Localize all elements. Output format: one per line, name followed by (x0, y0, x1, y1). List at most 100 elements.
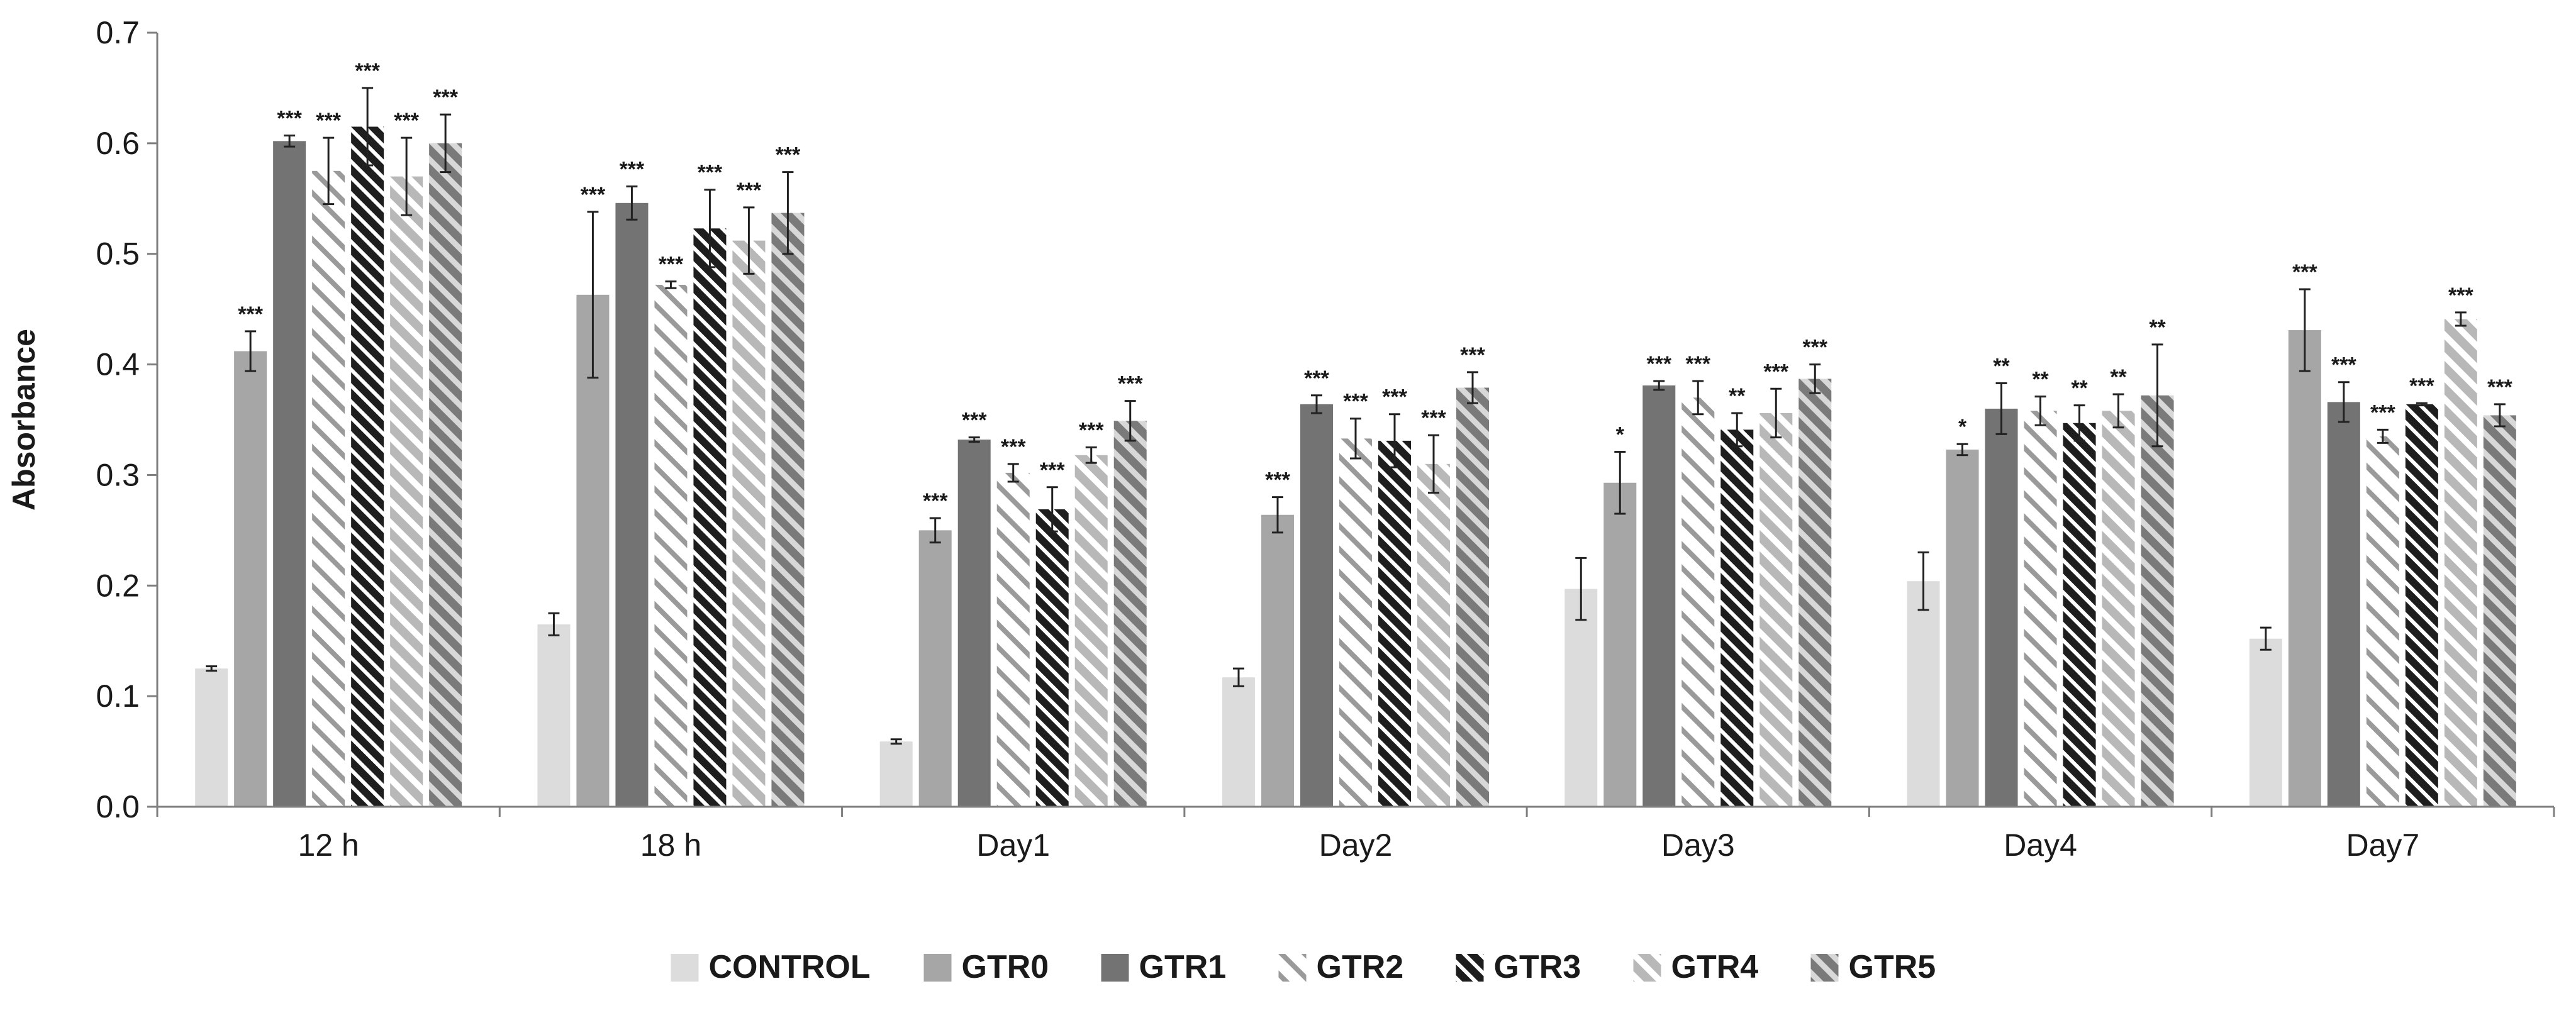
bar (1798, 379, 1832, 807)
bar (654, 284, 688, 807)
legend: CONTROL GTR0 GTR1 GTR2 GTR3 GTR4 GTR5 (671, 949, 1936, 985)
significance-label: *** (316, 109, 341, 133)
significance-label: *** (2370, 401, 2395, 424)
bar (195, 668, 228, 807)
y-tick-label: 0.3 (96, 457, 140, 492)
legend-swatch (1456, 954, 1484, 982)
bar (2483, 415, 2516, 807)
legend-label: CONTROL (709, 949, 871, 985)
bar (771, 213, 805, 807)
significance-label: *** (659, 253, 684, 277)
significance-label: *** (737, 179, 762, 202)
significance-label: *** (1079, 418, 1104, 442)
y-tick-label: 0.0 (96, 789, 140, 824)
bar (1456, 387, 1489, 807)
bar (2366, 436, 2399, 807)
significance-label: *** (2487, 375, 2512, 399)
legend-swatch (1633, 954, 1661, 982)
bar (879, 741, 913, 807)
bar (1642, 385, 1676, 807)
y-tick-label: 0.1 (96, 678, 140, 714)
bar (2249, 638, 2282, 807)
y-tick-label: 0.5 (96, 236, 140, 272)
bar (2141, 395, 2174, 807)
legend-label: GTR4 (1671, 949, 1759, 985)
bar (693, 228, 727, 807)
bar (429, 143, 462, 807)
bar (1222, 677, 1255, 807)
significance-label: *** (2292, 260, 2317, 284)
y-tick-label: 0.2 (96, 568, 140, 603)
significance-label: *** (355, 59, 380, 83)
significance-label: *** (1685, 352, 1710, 376)
significance-label: *** (1460, 343, 1485, 367)
significance-label: ** (2071, 377, 2088, 401)
significance-label: ** (1729, 384, 1746, 408)
bar (576, 294, 610, 807)
significance-label: * (1958, 415, 1967, 439)
bar (957, 440, 991, 807)
bar (2063, 423, 2096, 807)
significance-label: *** (277, 107, 302, 131)
x-tick-label: Day2 (1319, 828, 1393, 863)
bar (732, 240, 766, 807)
significance-label: *** (238, 302, 263, 326)
significance-label: *** (1763, 360, 1788, 384)
significance-label: ** (1993, 354, 2010, 378)
y-tick-label: 0.7 (96, 15, 140, 50)
legend-label: GTR3 (1494, 949, 1581, 985)
bar (1417, 463, 1450, 807)
bar (1378, 440, 1411, 807)
significance-label: *** (776, 143, 801, 167)
y-ticks: 0.0 0.1 0.2 0.3 0.4 0.5 0.6 0.7 (96, 15, 157, 824)
significance-label: *** (581, 183, 606, 207)
x-tick-label: 18 h (640, 828, 701, 863)
bar (234, 351, 267, 807)
x-axis: 12 h 18 h Day1 Day2 Day3 Day4 Day7 (156, 805, 2555, 863)
significance-label: *** (923, 489, 948, 513)
x-tick-label: Day1 (976, 828, 1050, 863)
significance-label: *** (698, 161, 723, 185)
bar (1339, 438, 1372, 807)
bar (1564, 589, 1598, 807)
legend-swatch (1101, 954, 1129, 982)
bar (312, 170, 345, 807)
bar (615, 202, 649, 807)
bar (1300, 404, 1333, 807)
x-tick-label: Day3 (1661, 828, 1735, 863)
significance-label: *** (2409, 374, 2434, 398)
significance-label: *** (1343, 390, 1368, 414)
legend-label: GTR2 (1317, 949, 1404, 985)
significance-label: *** (962, 409, 987, 433)
bar (2405, 404, 2438, 807)
significance-label: *** (1421, 406, 1446, 430)
significance-label: * (1616, 423, 1625, 446)
significance-label: ** (2149, 316, 2166, 340)
y-tick-label: 0.4 (96, 347, 140, 382)
significance-label: *** (620, 157, 645, 181)
significance-label: *** (1646, 352, 1671, 376)
y-tick-label: 0.6 (96, 126, 140, 161)
plot-area: ****** **********************************… (195, 59, 2516, 807)
x-tick-label: 12 h (298, 828, 359, 863)
bar (1603, 482, 1637, 807)
x-ticks: 12 h 18 h Day1 Day2 Day3 Day4 Day7 (156, 807, 2555, 863)
bar (918, 530, 952, 807)
bar (1035, 509, 1069, 807)
significance-label: *** (1802, 336, 1827, 360)
significance-label: *** (1001, 435, 1026, 459)
bar (1946, 449, 1979, 807)
legend-label: GTR5 (1849, 949, 1936, 985)
significance-label: *** (433, 86, 458, 109)
bar (996, 472, 1030, 807)
significance-label: *** (1265, 468, 1290, 492)
significance-label: ** (2032, 368, 2049, 392)
bar (1681, 397, 1715, 807)
bar (1113, 421, 1147, 807)
bar (2288, 330, 2321, 807)
bar (390, 176, 423, 807)
x-tick-label: Day7 (2346, 828, 2419, 863)
significance-label: *** (1118, 372, 1143, 396)
y-axis: 0.0 0.1 0.2 0.3 0.4 0.5 0.6 0.7 Absorbance (6, 15, 159, 824)
